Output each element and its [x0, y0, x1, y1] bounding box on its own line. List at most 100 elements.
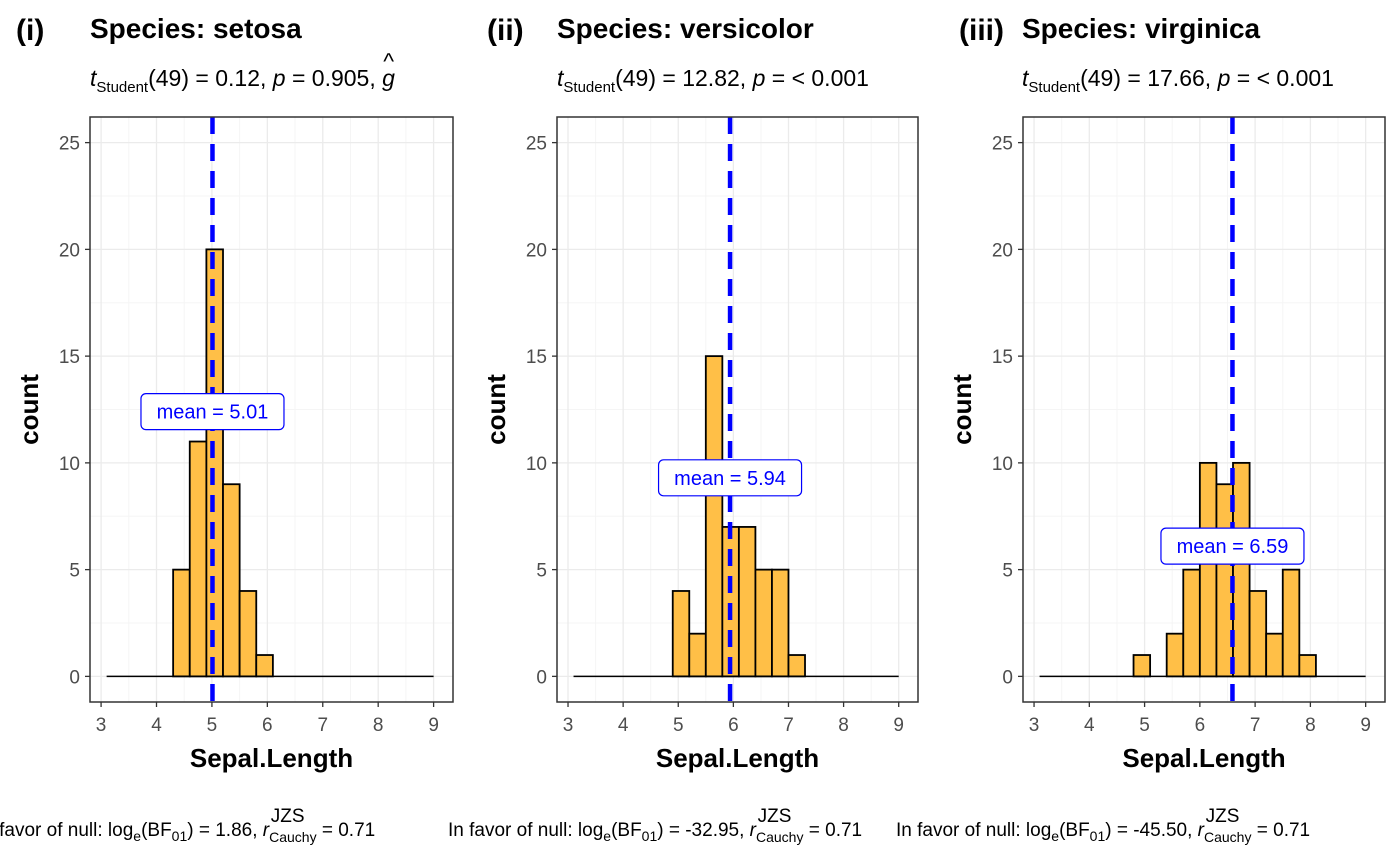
x-axis-title: Sepal.Length: [656, 743, 819, 773]
mean-label: mean = 5.94: [657, 459, 803, 497]
x-tick-label: 5: [207, 715, 218, 736]
facet-panel-1: mean = 5.01 0 5 10 15 20 25 3 4 5 6 7 8 9 Sepal.Length…: [0, 13, 454, 845]
mean-equals: =: [724, 468, 747, 490]
x-tick-label: 9: [1360, 715, 1371, 736]
histogram-bar: [704, 355, 724, 678]
mean-label-box: [657, 459, 803, 497]
stat-symbol: t: [1022, 65, 1030, 91]
caption-r-superscript: JZS: [271, 806, 305, 827]
x-tick-label: 7: [317, 715, 328, 736]
histogram-bar: [222, 483, 241, 678]
caption-r-symbol: r: [1198, 820, 1205, 841]
caption-log-subscript: e: [1051, 828, 1059, 844]
y-tick-label: 0: [69, 667, 80, 688]
facet-panel-3: mean = 6.59 0 5 10 15 20 25 3 4 5 6 7 8 9 Sepal.Length…: [896, 13, 1386, 845]
mean-value: 5.94: [747, 468, 786, 490]
caption-r-subscript: Cauchy: [756, 829, 803, 845]
x-tick-label: 6: [728, 715, 739, 736]
caption-text: In favor of null: loge(BF01) = -32.95, r…: [448, 820, 862, 845]
y-tick-label: 20: [992, 240, 1013, 261]
caption-log-subscript: e: [603, 828, 611, 844]
y-tick-label: 25: [526, 134, 547, 155]
histogram-bar: [1298, 654, 1317, 678]
histogram-bar: [1132, 654, 1152, 678]
caption-log-subscript: e: [133, 828, 141, 844]
y-tick-label: 15: [59, 347, 80, 368]
caption-r-value: = 0.71: [317, 820, 376, 841]
mean-value: 5.01: [229, 402, 268, 424]
mean-label-text: mean = 5.94: [674, 468, 786, 490]
x-tick-label: 5: [673, 715, 684, 736]
caption-r-symbol: r: [750, 820, 757, 841]
subtitle-text: tStudent(49) = 0.12, p = 0.905, g: [90, 65, 395, 96]
mean-value: 6.59: [1249, 536, 1288, 558]
histogram-bar: [188, 440, 208, 678]
mean-label-box: [140, 393, 285, 431]
stat-value: (49) = 12.82,: [615, 65, 752, 91]
panel-title: Species: virginica: [1022, 13, 1261, 44]
mean-word: mean: [674, 468, 724, 490]
panel-subtitle: tStudent(49) = 0.12, p = 0.905, g^: [90, 48, 395, 96]
caption-r-superscript: JZS: [758, 806, 792, 827]
stat-subscript: Student: [1028, 79, 1081, 96]
mean-label-box: [1160, 527, 1305, 565]
caption-r-value: = 0.71: [1251, 820, 1310, 841]
caption-r-value: = 0.71: [803, 820, 862, 841]
subtitle-text: tStudent(49) = 12.82, p = < 0.001: [557, 65, 869, 96]
caption-bf-subscript: 01: [642, 828, 658, 844]
effect-hat: ^: [383, 48, 394, 74]
p-symbol: p: [752, 65, 766, 91]
caption-bf-value: ) = -32.95,: [657, 820, 749, 841]
panel-tag: (iii): [959, 14, 1004, 47]
caption-text: In favor of null: loge(BF01) = 1.86, rCa…: [0, 820, 375, 845]
caption-bf-subscript: 01: [1090, 828, 1106, 844]
y-tick-label: 20: [59, 240, 80, 261]
caption-bf-value: ) = -45.50,: [1105, 820, 1197, 841]
histogram-bar: [688, 632, 707, 678]
subtitle-text: tStudent(49) = 17.66, p = < 0.001: [1022, 65, 1334, 96]
x-tick-label: 9: [893, 715, 904, 736]
x-tick-label: 8: [373, 715, 384, 736]
mean-label-text: mean = 6.59: [1177, 536, 1289, 558]
facet-panel-2: mean = 5.94 0 5 10 15 20 25 3 4 5 6 7 8 9 Sepal.Length…: [448, 13, 919, 845]
stat-subscript: Student: [96, 79, 149, 96]
p-value: = 0.905,: [286, 65, 383, 91]
histogram-bar: [1265, 632, 1284, 678]
x-tick-label: 9: [428, 715, 439, 736]
panel-title: Species: setosa: [90, 13, 302, 44]
stat-symbol: t: [90, 65, 98, 91]
p-value: = < 0.001: [765, 65, 869, 91]
y-axis-title: count: [481, 374, 511, 445]
caption-bf: (BF: [611, 820, 642, 841]
caption-bf: (BF: [1059, 820, 1090, 841]
y-tick-label: 5: [536, 561, 547, 582]
x-tick-label: 8: [838, 715, 849, 736]
mean-word: mean: [157, 402, 207, 424]
panel-caption: In favor of null: loge(BF01) = -32.95, r…: [448, 806, 862, 845]
histogram-bar: [255, 654, 274, 678]
panel-title: Species: versicolor: [557, 13, 814, 44]
mean-word: mean: [1177, 536, 1227, 558]
mean-label: mean = 6.59: [1160, 527, 1305, 565]
x-tick-label: 6: [262, 715, 273, 736]
effect-symbol: g: [382, 65, 395, 91]
caption-r-superscript: JZS: [1206, 806, 1240, 827]
histogram-bar: [1182, 568, 1201, 678]
stat-value: (49) = 0.12,: [148, 65, 273, 91]
caption-prefix: In favor of null: log: [0, 820, 133, 841]
histogram-bar: [238, 590, 258, 678]
y-tick-label: 20: [526, 240, 547, 261]
y-tick-label: 15: [992, 347, 1013, 368]
histogram-bar: [1198, 461, 1218, 678]
histogram-bar: [1281, 568, 1301, 678]
panel-subtitle: tStudent(49) = 12.82, p = < 0.001: [557, 65, 869, 96]
x-tick-label: 4: [151, 715, 162, 736]
mean-label: mean = 5.01: [140, 393, 285, 431]
caption-r-symbol: r: [263, 820, 270, 841]
x-tick-label: 3: [96, 715, 107, 736]
y-tick-label: 15: [526, 347, 547, 368]
x-tick-label: 5: [1139, 715, 1150, 736]
x-tick-label: 8: [1305, 715, 1316, 736]
p-symbol: p: [272, 65, 286, 91]
x-tick-label: 3: [563, 715, 574, 736]
